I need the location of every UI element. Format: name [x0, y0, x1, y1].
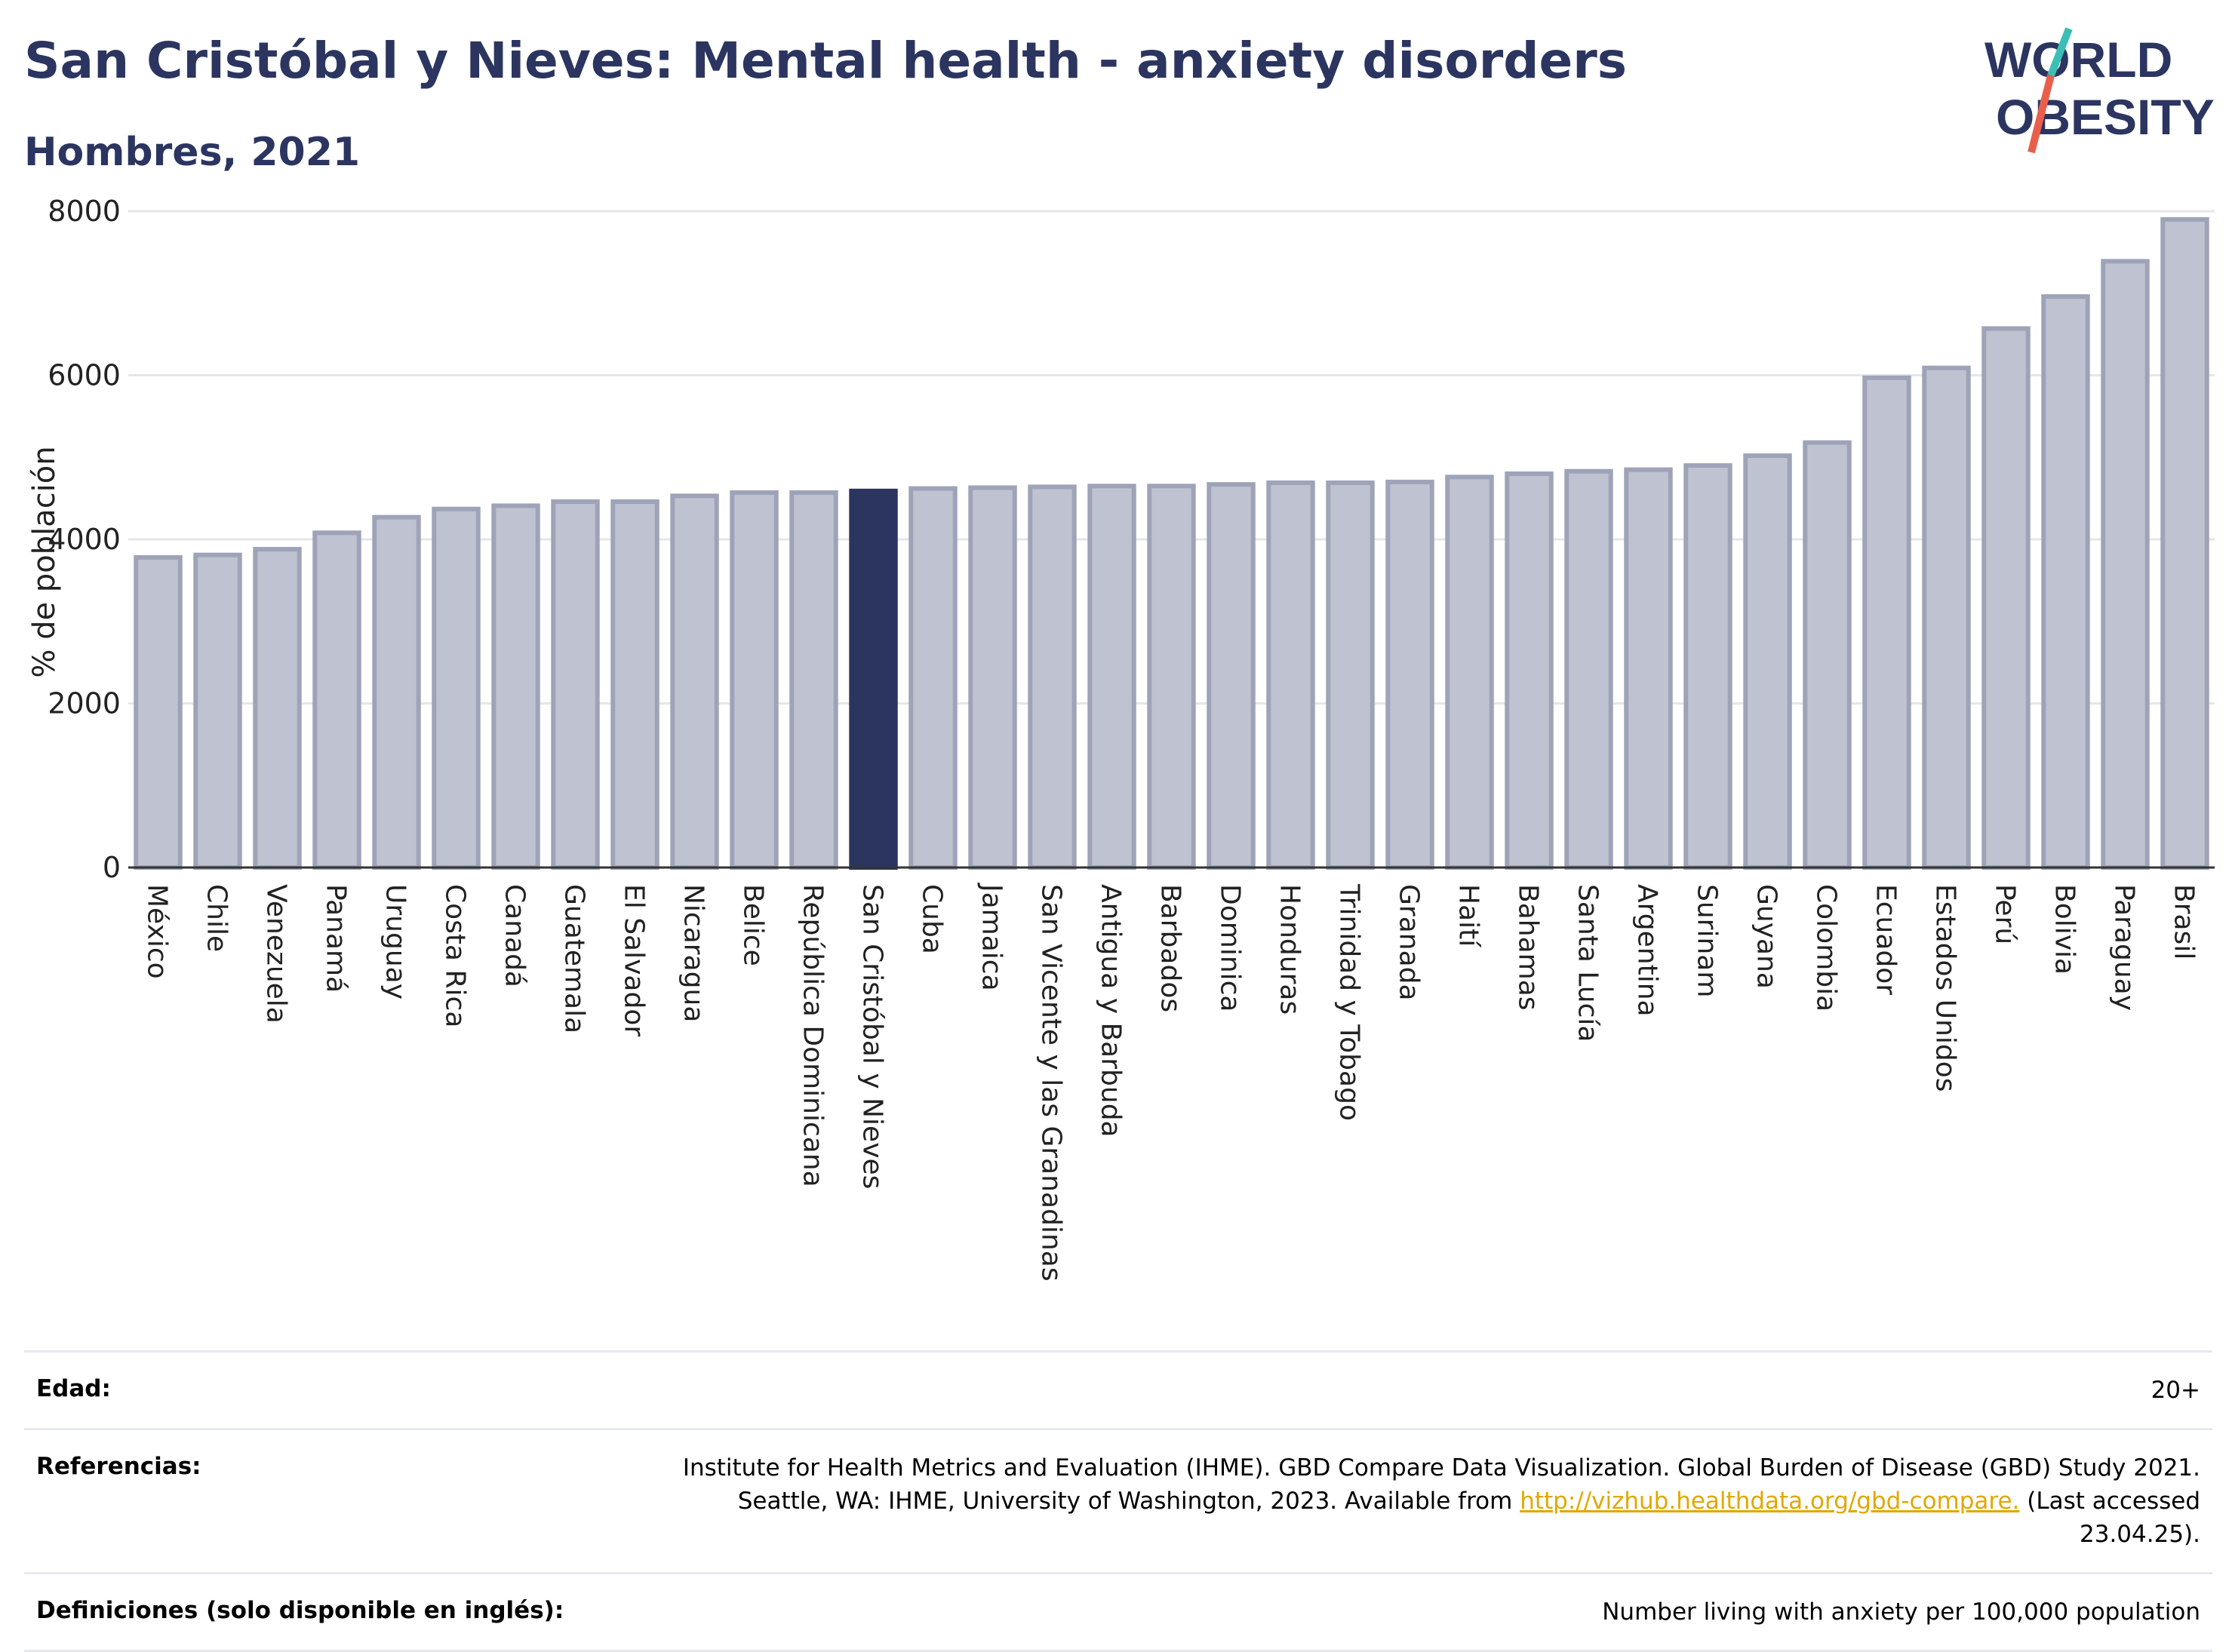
bar — [849, 488, 898, 871]
age-value: 20+ — [2151, 1377, 2200, 1404]
references-accessed: (Last accessed 23.04.25). — [2027, 1488, 2200, 1548]
references-text: Institute for Health Metrics and Evaluat… — [682, 1454, 2200, 1515]
x-tick-label: Santa Lucía — [1573, 884, 1603, 1042]
info-table: Edad: 20+ Referencias: Institute for Hea… — [24, 1350, 2212, 1652]
x-tick-label: Trinidad y Tobago — [1334, 883, 1365, 1121]
bar — [1087, 484, 1136, 870]
x-tick-label: México — [142, 884, 173, 979]
x-tick-label: Colombia — [1811, 884, 1842, 1012]
definitions-label: Definiciones (solo disponible en inglés)… — [36, 1597, 564, 1624]
bar — [551, 499, 600, 870]
bar-chart: 0 2000 4000 6000 8000 % de población México Chi… — [27, 195, 2215, 1282]
x-tick-label: Nicaragua — [678, 884, 709, 1022]
x-tick-label: Bolivia — [2049, 884, 2080, 975]
bar — [312, 530, 361, 870]
logo-teal-slash — [2047, 27, 2073, 77]
bar — [730, 490, 779, 870]
bar — [1743, 453, 1792, 870]
y-tick-label: 8000 — [48, 195, 121, 228]
x-tick-label: Guyana — [1751, 884, 1782, 989]
x-tick-label: Belice — [738, 884, 769, 966]
bar — [2101, 259, 2150, 870]
bar — [1147, 484, 1196, 870]
x-tick-label: Panamá — [321, 884, 352, 993]
age-label: Edad: — [36, 1375, 111, 1402]
y-tick-label: 6000 — [48, 359, 121, 392]
bar — [789, 490, 838, 870]
x-tick-label: Ecuador — [1871, 884, 1902, 995]
x-tick-label: Chile — [201, 884, 232, 952]
bar — [2160, 216, 2209, 870]
y-tick-label: 2000 — [48, 687, 121, 720]
x-tick-label: Dominica — [1215, 884, 1246, 1012]
bar — [1564, 468, 1613, 870]
info-row-definitions: Definiciones (solo disponible en inglés)… — [24, 1572, 2212, 1652]
x-tick-label: Bahamas — [1513, 884, 1544, 1011]
references-link[interactable]: http://vizhub.healthdata.org/gbd-compare… — [1520, 1488, 2020, 1515]
bar — [670, 493, 719, 870]
bar — [610, 499, 659, 870]
bar — [968, 485, 1017, 870]
x-tick-label: San Cristóbal y Nieves — [857, 884, 888, 1189]
x-tick-label: Costa Rica — [440, 884, 471, 1027]
x-tick-label: Argentina — [1632, 884, 1663, 1017]
bar — [253, 547, 302, 870]
bar — [134, 554, 183, 870]
x-tick-label: Guatemala — [559, 884, 590, 1033]
x-tick-label: Surinam — [1692, 884, 1723, 997]
y-tick-label: 0 — [103, 851, 121, 884]
bar — [372, 514, 421, 870]
x-tick-label: Perú — [1990, 884, 2021, 944]
x-tick-label: Paraguay — [2109, 884, 2140, 1011]
bar — [1445, 474, 1494, 870]
bar — [193, 552, 242, 870]
bar — [491, 503, 540, 870]
references-label: Referencias: — [36, 1453, 201, 1480]
x-tick-label: Barbados — [1155, 884, 1186, 1012]
bar — [1981, 326, 2031, 870]
x-tick-label: Granada — [1394, 884, 1425, 1001]
bar — [1505, 471, 1554, 870]
bar — [432, 506, 481, 870]
y-axis-label: % de población — [27, 446, 62, 677]
x-tick-label: República Dominicana — [798, 884, 829, 1187]
bar — [1683, 463, 1732, 870]
references-value: Institute for Health Metrics and Evaluat… — [631, 1451, 2200, 1551]
x-tick-label: Venezuela — [261, 884, 292, 1024]
bar — [1326, 480, 1375, 871]
x-tick-label: Jamaica — [976, 883, 1007, 991]
y-tick-label: 4000 — [48, 523, 121, 556]
info-row-references: Referencias: Institute for Health Metric… — [24, 1428, 2212, 1572]
bar — [2041, 294, 2090, 871]
x-tick-label: Honduras — [1274, 884, 1305, 1015]
logo-red-slash — [2028, 74, 2055, 154]
x-tick-label: Brasil — [2169, 884, 2200, 960]
page-subtitle: Hombres, 2021 — [24, 130, 361, 175]
x-tick-label: Canadá — [500, 884, 530, 987]
info-row-age: Edad: 20+ — [24, 1350, 2212, 1428]
x-tick-label: Cuba — [917, 884, 948, 954]
page-title: San Cristóbal y Nieves: Mental health - … — [24, 32, 1628, 90]
bar — [1624, 467, 1673, 870]
definitions-value: Number living with anxiety per 100,000 p… — [1602, 1598, 2200, 1626]
bar — [1803, 440, 1852, 870]
x-tick-label: El Salvador — [619, 884, 650, 1036]
bar — [1922, 365, 1971, 870]
bar — [1028, 484, 1077, 871]
bar — [1862, 375, 1911, 870]
bar — [908, 486, 958, 870]
x-tick-label: Estados Unidos — [1930, 884, 1961, 1092]
bar — [1385, 479, 1434, 870]
bar — [1266, 480, 1315, 871]
x-tick-label: Antigua y Barbuda — [1096, 884, 1127, 1138]
world-obesity-logo: WORLD OBESITY — [1985, 27, 2215, 154]
logo-line1: WORLD — [1985, 32, 2172, 88]
x-tick-label: Uruguay — [380, 884, 411, 999]
bar — [1207, 482, 1256, 870]
x-tick-label: Haití — [1453, 884, 1484, 947]
x-tick-label: San Vicente y las Granadinas — [1036, 884, 1067, 1282]
